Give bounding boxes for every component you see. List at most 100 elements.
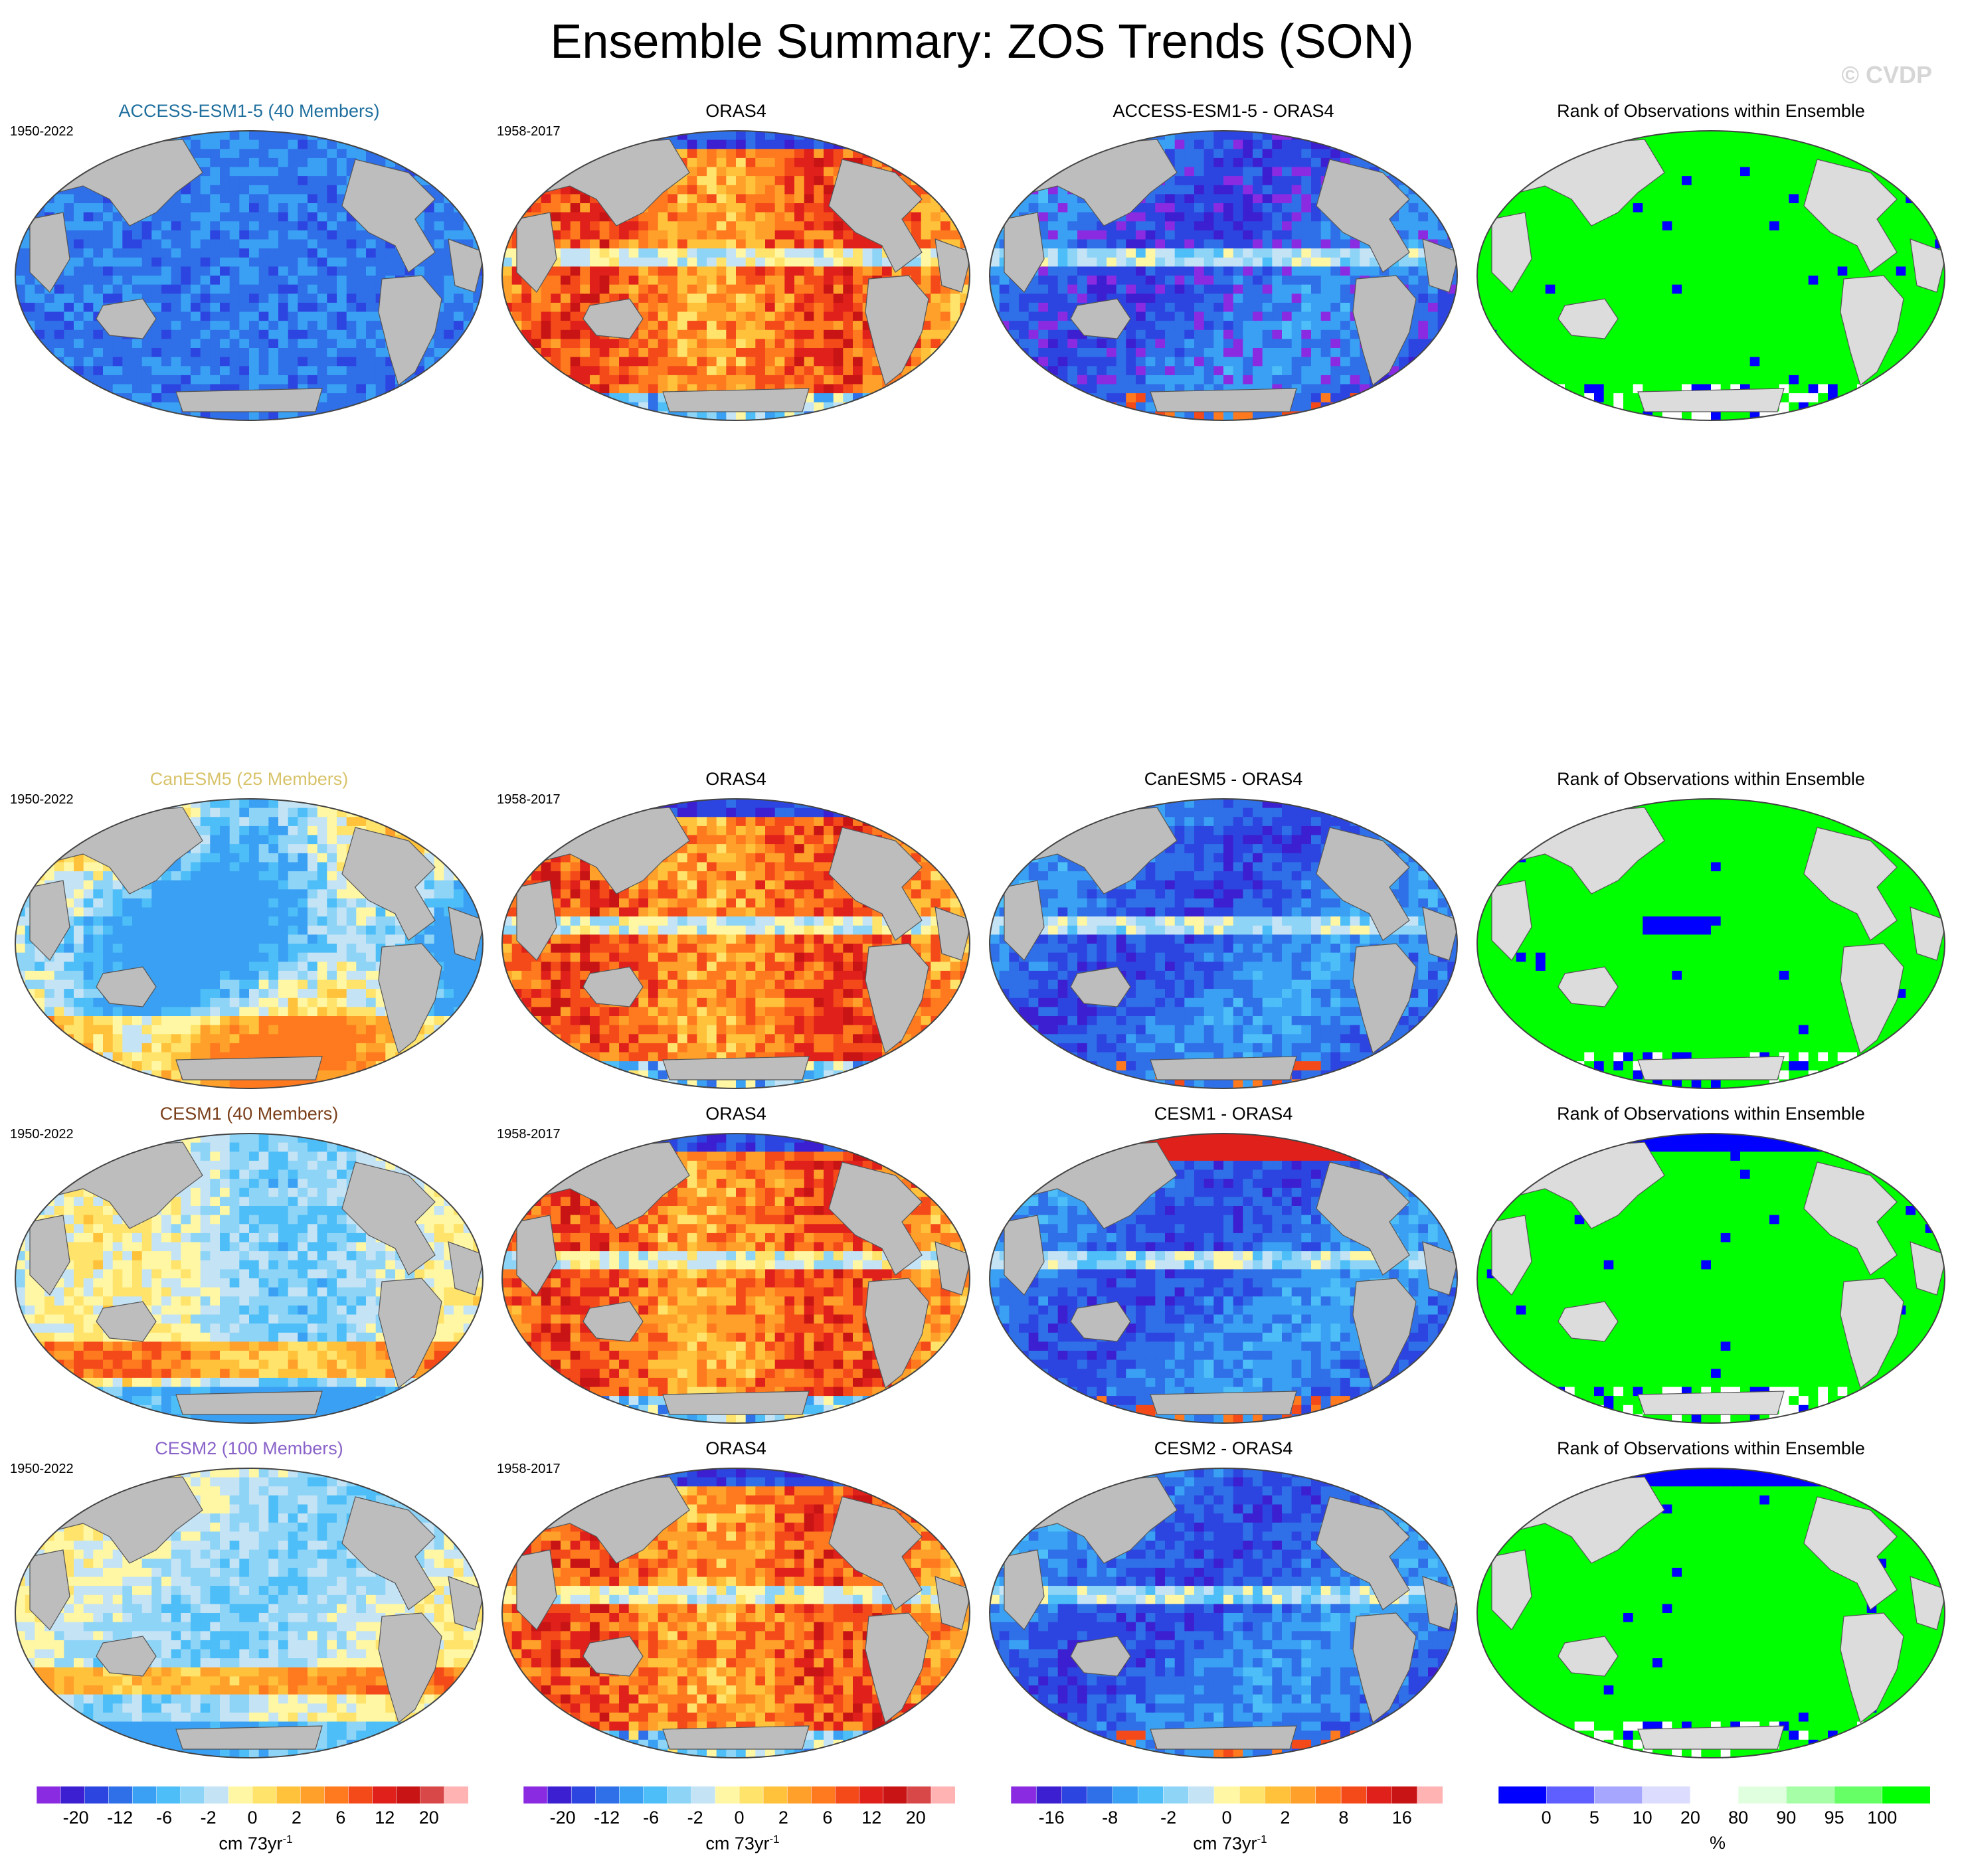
panel-title: CESM2 - ORAS4 [984,1437,1463,1460]
map-panel-diff-row4: CESM2 - ORAS4 [984,1437,1476,1809]
map-panel-model-row1: ACCESS-ESM1-5 (40 Members) 1950-2022 [10,100,501,471]
colorbar-tick-label: 2 [778,1808,788,1828]
colorbar-swatch [1834,1786,1883,1804]
panel-title: ORAS4 [497,768,975,790]
map-plot [15,1133,484,1424]
colorbar-swatch [1239,1786,1266,1804]
colorbar-swatch [1498,1786,1547,1804]
colorbar-swatch [1690,1786,1739,1804]
colorbar-swatch [739,1786,764,1804]
colorbar-swatch [1087,1786,1113,1804]
colorbar-swatch [643,1786,668,1804]
colorbar-tick-label: 20 [419,1808,439,1828]
colorbar-tick-label: -16 [1039,1808,1065,1828]
colorbar-tick-label: -6 [643,1808,659,1828]
colorbar-swatch [276,1786,301,1804]
map-plot [501,130,970,421]
colorbar-swatch [691,1786,716,1804]
unit-superscript: -1 [769,1833,779,1845]
colorbar-tick-label: 5 [1589,1808,1599,1828]
colorbar-swatch [835,1786,860,1804]
colorbar-3: -16 -8 -2 0 2 8 16 cm 73yr-1 [1011,1786,1449,1873]
colorbar-tick-label: 20 [1680,1808,1700,1828]
colorbar-tick-label: 0 [1221,1808,1231,1828]
colorbar-4: 0 5 10 20 80 90 95 100% [1498,1786,1937,1873]
colorbar-unit: cm 73yr-1 [37,1833,475,1854]
period-label: 1950-2022 [10,792,74,808]
colorbar-swatch [1290,1786,1316,1804]
panel-title: ORAS4 [497,100,975,122]
colorbar-swatch [715,1786,740,1804]
map-plot [501,1468,970,1758]
colorbar-swatch [1112,1786,1138,1804]
unit-superscript: -1 [282,1833,292,1845]
colorbar-tick-label: 0 [247,1808,257,1828]
colorbar-swatch [324,1786,349,1804]
colorbar-swatch [667,1786,692,1804]
map-plot [501,798,970,1089]
colorbar-tick-label: 100 [1867,1808,1897,1828]
colorbar-swatch [1882,1786,1930,1804]
colorbar-swatch [372,1786,397,1804]
map-plot [15,798,484,1089]
unit-superscript: -1 [1257,1833,1267,1845]
panel-title: CanESM5 - ORAS4 [984,768,1463,790]
colorbar-swatch [156,1786,181,1804]
map-panel-rank-row4: Rank of Observations within Ensemble [1472,1437,1963,1809]
map-panel-rank-row1: Rank of Observations within Ensemble [1472,100,1963,471]
period-label: 1958-2017 [497,124,561,139]
colorbar-swatch [1213,1786,1240,1804]
unit-text: cm 73yr [219,1833,282,1853]
map-plot [989,1468,1458,1758]
map-panel-diff-row1: ACCESS-ESM1-5 - ORAS4 [984,100,1476,471]
colorbar-swatch [931,1786,955,1804]
map-panel-obs-row4: ORAS4 1958-2017 [497,1437,988,1809]
colorbar-swatch [1594,1786,1643,1804]
colorbar-tick-label: 6 [822,1808,832,1828]
period-label: 1958-2017 [497,1461,561,1477]
colorbar-tick-label: 2 [292,1808,302,1828]
colorbar-tick-label: 12 [375,1808,395,1828]
colorbar-swatch [547,1786,572,1804]
panel-title: CanESM5 (25 Members) [10,768,488,790]
colorbar-swatches [1011,1786,1443,1804]
panel-title: CESM1 (40 Members) [10,1102,488,1125]
period-label: 1950-2022 [10,1461,74,1477]
map-plot [989,130,1458,421]
map-panel-diff-row2: CanESM5 - ORAS4 [984,768,1476,1140]
colorbar-tick-label: 2 [1280,1808,1290,1828]
unit-text: cm 73yr [705,1833,769,1853]
colorbar-tick-label: 10 [1633,1808,1652,1828]
colorbar-swatch [396,1786,421,1804]
colorbar-swatch [1265,1786,1291,1804]
colorbar-tick-label: -8 [1102,1808,1118,1828]
colorbar-tick-label: 80 [1728,1808,1748,1828]
colorbar-2: -20 -12 -6 -2 0 2 6 12 20 cm 73yr-1 [523,1786,962,1873]
colorbar-tick-label: 6 [335,1808,345,1828]
period-label: 1950-2022 [10,1126,74,1142]
panel-title: CESM1 - ORAS4 [984,1102,1463,1125]
colorbar-swatch [859,1786,884,1804]
colorbar-swatch [348,1786,373,1804]
map-plot [1476,798,1945,1089]
colorbar-swatch [1786,1786,1835,1804]
colorbar-swatch [595,1786,620,1804]
colorbar-tick-label: -12 [107,1808,133,1828]
colorbar-swatch [1391,1786,1418,1804]
panel-title: Rank of Observations within Ensemble [1472,1437,1950,1460]
period-label: 1958-2017 [497,792,561,808]
colorbar-swatch [786,1786,812,1804]
map-panel-model-row4: CESM2 (100 Members) 1950-2022 [10,1437,501,1809]
colorbar-1: -20 -12 -6 -2 0 2 6 12 20 cm 73yr-1 [37,1786,475,1873]
colorbar-tick-label: -20 [550,1808,576,1828]
colorbar-swatch [420,1786,445,1804]
map-plot [501,1133,970,1424]
colorbar-swatch [84,1786,110,1804]
colorbar-swatch [1035,1786,1063,1804]
colorbar-tick-label: 0 [1542,1808,1552,1828]
panel-title: Rank of Observations within Ensemble [1472,100,1950,122]
colorbar-tick-label: -20 [63,1808,89,1828]
map-plot [1476,1468,1945,1758]
colorbar-swatch [1163,1786,1190,1804]
colorbar-swatch [108,1786,134,1804]
